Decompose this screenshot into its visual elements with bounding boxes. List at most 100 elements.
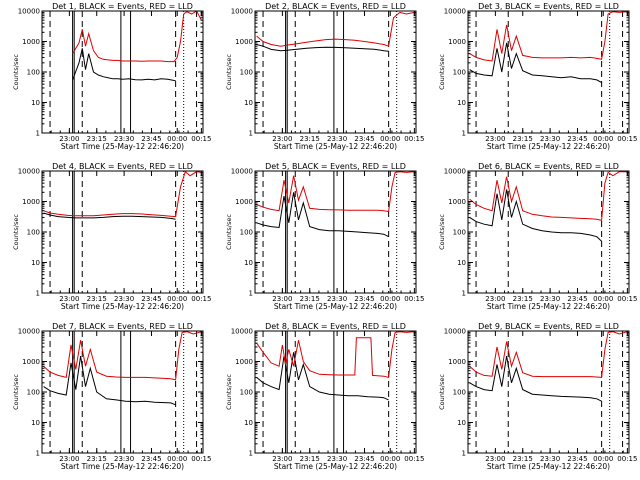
y-tick-label: 1 [36,290,40,298]
x-tick-label: 23:00 [59,295,79,303]
panel-title: Det 7, BLACK = Events, RED = LLD [52,322,193,331]
series-events-line [256,44,389,52]
detector-panel: Det 6, BLACK = Events, RED = LLD 1 10 100 10… [438,162,637,311]
x-tick-label: 00:15 [191,135,211,143]
marker-lines [262,171,398,293]
x-tick-label: 23:30 [540,295,560,303]
series-lld-line [256,171,415,213]
y-tick-label: 100 [27,229,40,237]
x-tick-label: 23:15 [87,455,107,463]
y-axis-label: Counts/sec [12,214,20,250]
x-tick-label: 00:00 [593,455,613,463]
x-axis-label: Start Time (25-May-12 22:46:20) [487,302,610,311]
y-tick-label: 100 [240,69,253,77]
x-tick-label: 23:15 [87,295,107,303]
x-tick-label: 00:00 [167,135,187,143]
x-axis-label: Start Time (25-May-12 22:46:20) [274,142,397,151]
y-tick-label: 1 [249,290,253,298]
series-lld-line [72,11,202,63]
panel-title: Det 1, BLACK = Events, RED = LLD [52,2,193,11]
x-axis-label: Start Time (25-May-12 22:46:20) [61,142,184,151]
y-axis-label: Counts/sec [12,54,20,90]
y-tick-label: 1000 [22,38,40,46]
y-axis-label: Counts/sec [438,374,446,410]
y-tick-label: 1000 [22,198,40,206]
x-tick-label: 23:45 [141,135,161,143]
y-tick-label: 1 [36,450,40,458]
marker-lines [49,11,198,133]
y-tick-label: 1000 [235,198,253,206]
series-lld-line [469,331,628,378]
x-tick-label: 23:15 [300,135,320,143]
detector-panel: Det 8, BLACK = Events, RED = LLD 1 10 100 10… [225,322,424,471]
y-tick-label: 1000 [448,38,466,46]
y-tick-label: 100 [27,389,40,397]
y-tick-label: 100 [240,229,253,237]
y-tick-label: 10 [31,419,40,427]
panel-title: Det 9, BLACK = Events, RED = LLD [478,322,619,331]
x-tick-label: 23:15 [87,135,107,143]
marker-lines [475,331,624,453]
y-tick-label: 10 [244,259,253,267]
x-tick-label: 23:30 [540,455,560,463]
y-tick-label: 100 [453,69,466,77]
y-tick-label: 1 [249,450,253,458]
detector-panel: Det 7, BLACK = Events, RED = LLD 1 10 100 10… [12,322,211,471]
x-tick-label: 00:15 [617,455,637,463]
x-tick-label: 23:15 [513,295,533,303]
marker-lines [262,11,398,133]
series-events-line [469,42,602,84]
x-axis-label: Start Time (25-May-12 22:46:20) [487,142,610,151]
y-tick-label: 1000 [448,358,466,366]
x-tick-label: 23:15 [513,455,533,463]
x-tick-label: 23:45 [567,455,587,463]
x-tick-label: 23:00 [485,455,505,463]
y-axis-label: Counts/sec [438,54,446,90]
panel-title: Det 4, BLACK = Events, RED = LLD [52,162,193,171]
plot-frame [467,10,630,134]
panel-title: Det 2, BLACK = Events, RED = LLD [265,2,406,11]
x-tick-label: 23:30 [114,135,134,143]
detector-panel: Det 3, BLACK = Events, RED = LLD 1 10 100 10… [438,2,637,151]
y-tick-label: 1 [462,130,466,138]
series-events-line [72,48,176,82]
series-events-line [43,212,176,220]
y-tick-label: 1 [462,450,466,458]
x-tick-label: 23:45 [567,135,587,143]
y-tick-label: 10 [244,99,253,107]
marker-lines [262,331,398,453]
y-tick-label: 10000 [444,328,466,336]
x-tick-label: 23:30 [327,455,347,463]
x-tick-label: 00:15 [617,295,637,303]
x-tick-label: 23:30 [114,295,134,303]
detector-panel: Det 4, BLACK = Events, RED = LLD 1 10 100 10… [12,162,211,311]
x-tick-label: 00:00 [593,135,613,143]
y-tick-label: 10000 [444,168,466,176]
y-axis-label: Counts/sec [438,214,446,250]
series-lld-line [43,331,202,381]
y-tick-label: 1 [36,130,40,138]
marker-lines [475,11,624,133]
y-tick-label: 1000 [448,198,466,206]
y-tick-label: 100 [27,69,40,77]
series-events-line [256,192,389,238]
panel-title: Det 6, BLACK = Events, RED = LLD [478,162,619,171]
y-tick-label: 1 [249,130,253,138]
x-tick-label: 23:15 [513,135,533,143]
y-tick-label: 1000 [22,358,40,366]
x-axis-label: Start Time (25-May-12 22:46:20) [274,302,397,311]
x-tick-label: 23:00 [59,455,79,463]
series-lld-line [256,331,415,379]
y-axis-label: Counts/sec [225,214,233,250]
series-events-line [469,356,602,402]
y-tick-label: 10000 [18,328,40,336]
x-tick-label: 00:00 [167,295,187,303]
series-lld-line [256,11,415,47]
series-lld-line [469,171,628,222]
y-tick-label: 10 [244,419,253,427]
x-tick-label: 00:15 [404,135,424,143]
x-tick-label: 23:45 [567,295,587,303]
y-tick-label: 10000 [231,8,253,16]
y-tick-label: 10 [31,259,40,267]
y-tick-label: 10000 [444,8,466,16]
